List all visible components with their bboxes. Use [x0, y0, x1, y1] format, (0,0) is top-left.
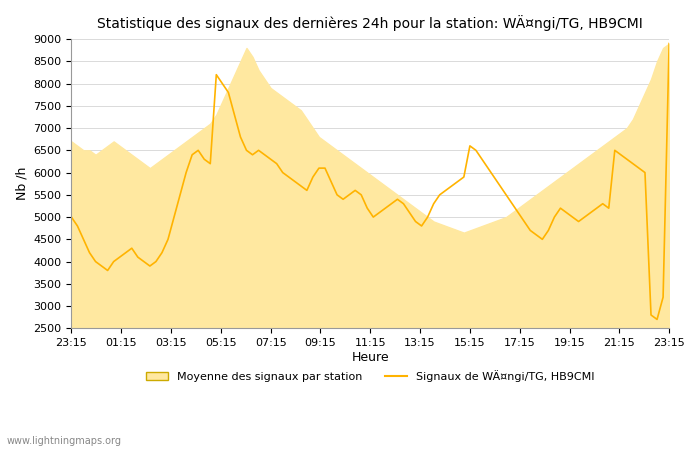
- Text: www.lightningmaps.org: www.lightningmaps.org: [7, 436, 122, 446]
- Legend: Moyenne des signaux par station, Signaux de WÄ¤ngi/TG, HB9CMI: Moyenne des signaux par station, Signaux…: [141, 365, 599, 387]
- Y-axis label: Nb /h: Nb /h: [15, 167, 28, 200]
- Title: Statistique des signaux des dernières 24h pour la station: WÄ¤ngi/TG, HB9CMI: Statistique des signaux des dernières 24…: [97, 15, 643, 31]
- X-axis label: Heure: Heure: [351, 351, 389, 364]
